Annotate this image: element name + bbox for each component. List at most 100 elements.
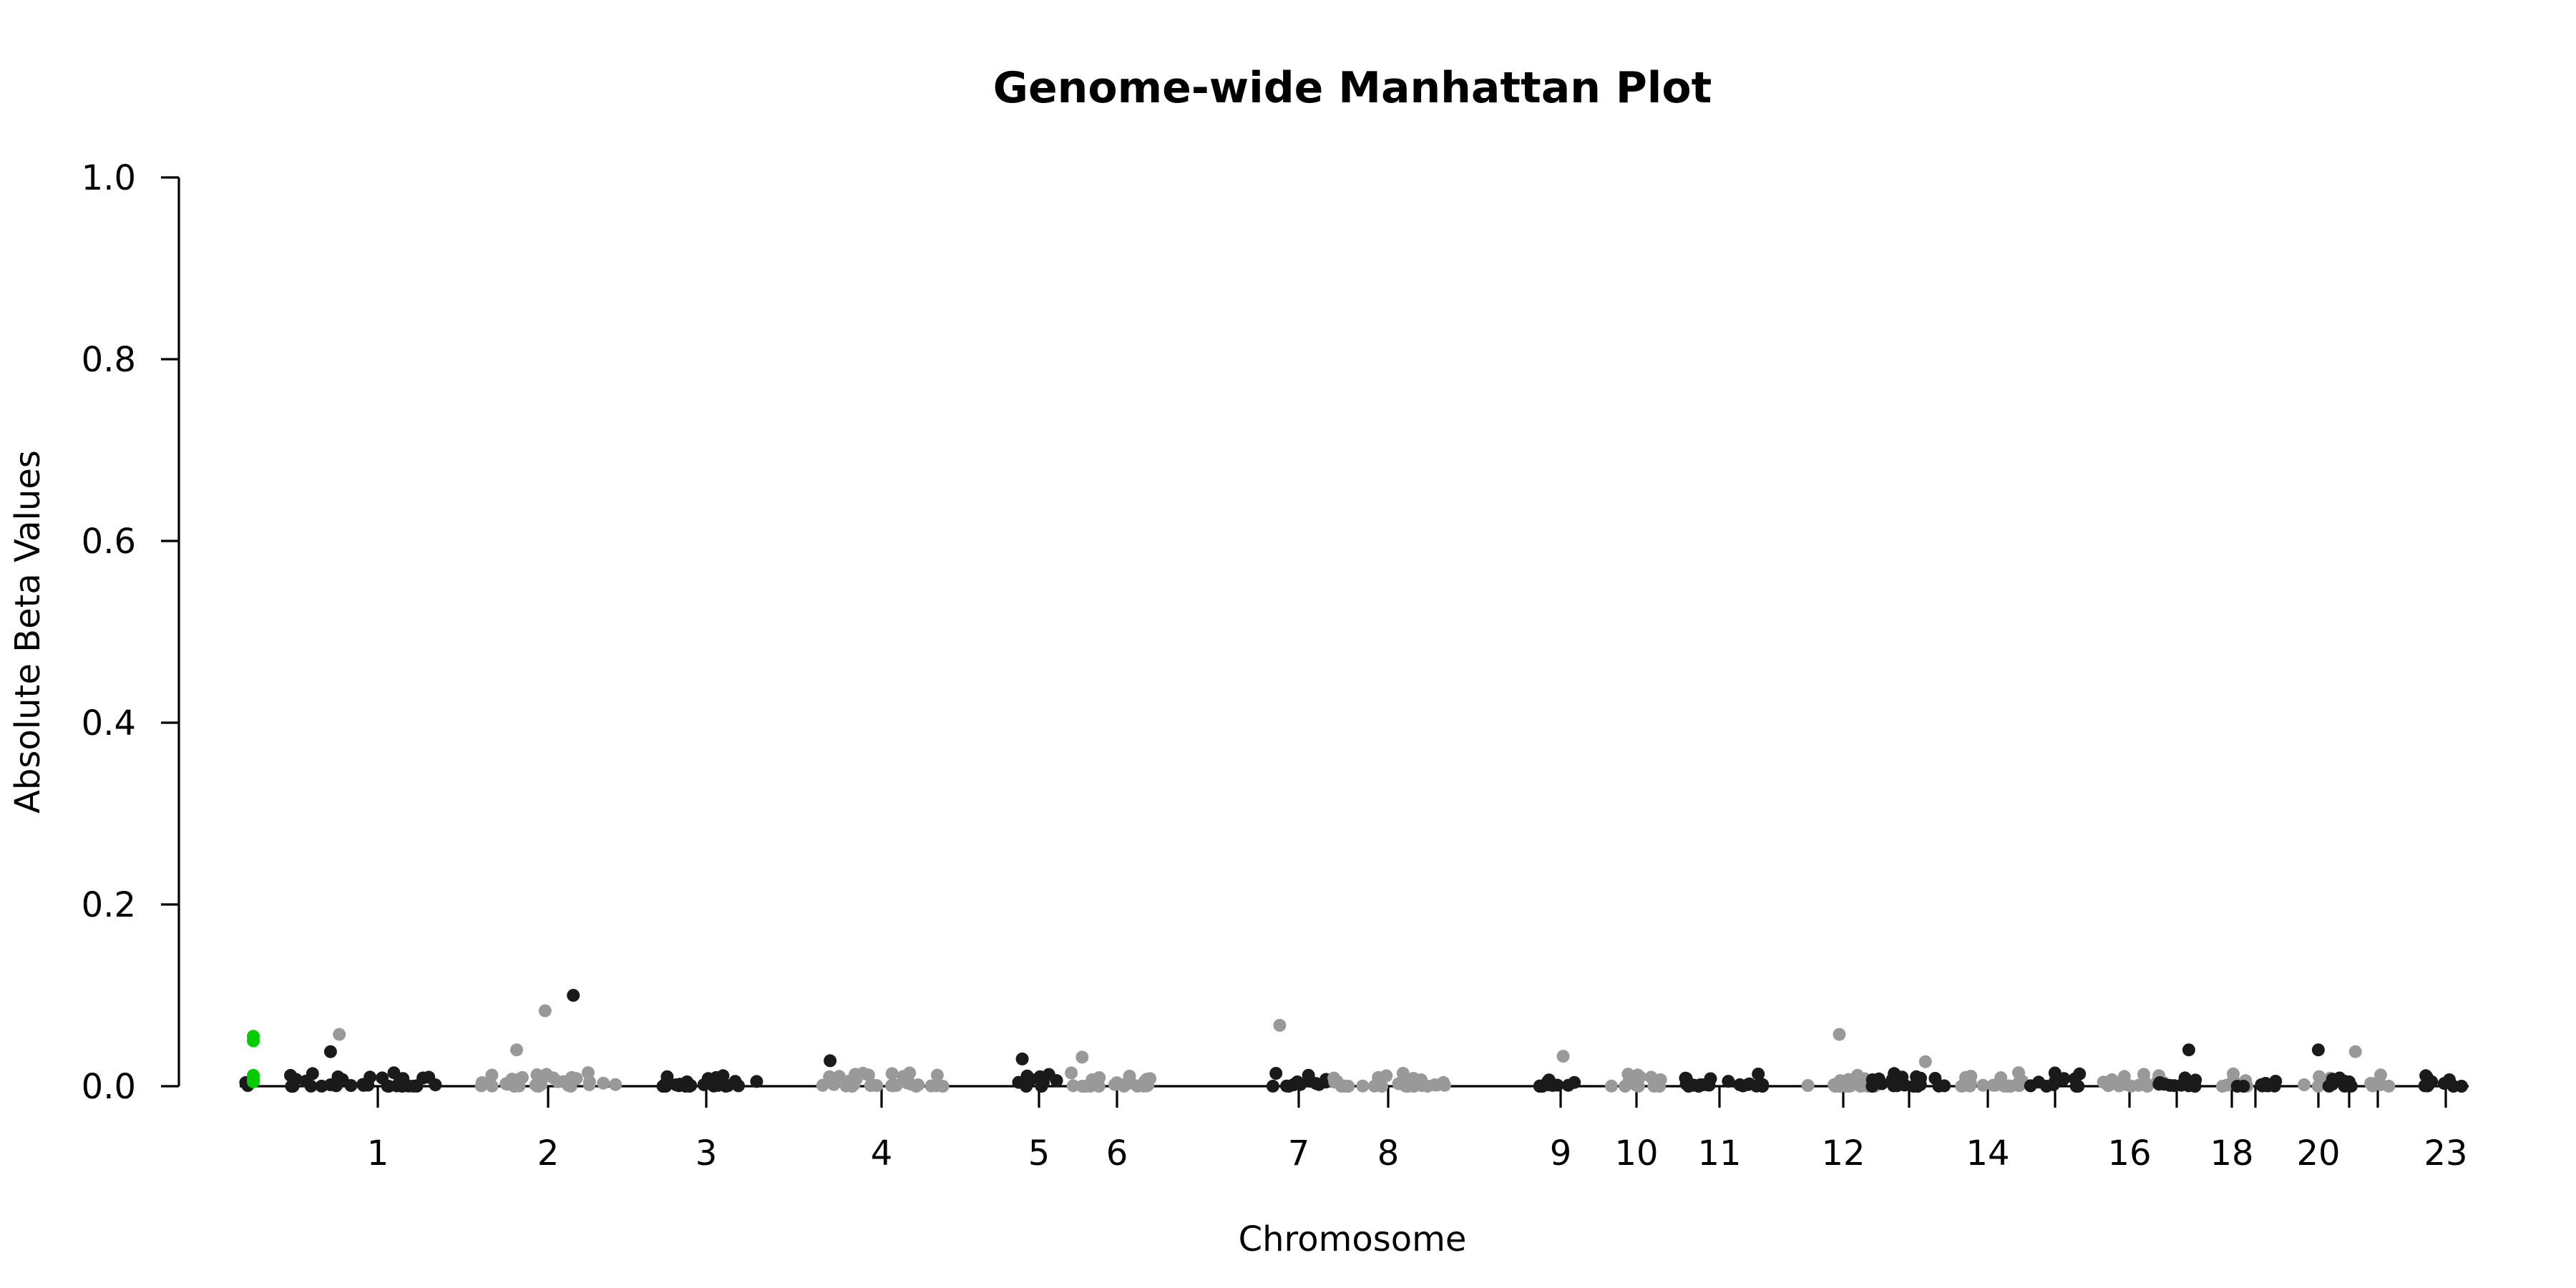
y-tick-label: 0.6 (82, 522, 136, 562)
x-tick-label: 7 (1288, 1133, 1310, 1174)
data-point (1928, 1072, 1942, 1085)
data-point (1033, 1070, 1047, 1083)
data-point (505, 1073, 519, 1086)
data-point (333, 1028, 346, 1041)
chart-title: Genome-wide Manhattan Plot (993, 63, 1712, 113)
y-tick-label: 0.8 (82, 340, 136, 380)
data-point (2057, 1073, 2070, 1086)
data-point (515, 1070, 529, 1084)
data-point (711, 1078, 725, 1092)
data-point (2182, 1079, 2195, 1093)
x-tick-label: 5 (1028, 1133, 1050, 1174)
data-point (2032, 1075, 2046, 1089)
x-tick-label: 8 (1377, 1133, 1400, 1174)
y-tick-label: 0.2 (82, 885, 136, 925)
data-point (864, 1079, 877, 1092)
data-point (1644, 1070, 1658, 1084)
x-axis-label: Chromosome (1239, 1219, 1467, 1259)
data-point (1918, 1055, 1932, 1068)
data-point (329, 1079, 343, 1093)
data-point (2322, 1079, 2336, 1093)
data-point (2348, 1045, 2362, 1058)
data-point (2311, 1080, 2325, 1093)
data-point (697, 1078, 711, 1091)
data-point (912, 1078, 925, 1092)
data-point (1914, 1071, 1927, 1085)
data-point (1294, 1078, 1307, 1091)
data-point (1634, 1070, 1646, 1084)
x-tick-label: 23 (2424, 1133, 2467, 1174)
x-tick-label: 3 (696, 1133, 718, 1174)
data-point (2227, 1067, 2240, 1080)
data-point (1963, 1079, 1976, 1093)
data-point (529, 1078, 542, 1092)
x-tick-label: 9 (1550, 1133, 1572, 1174)
data-point (474, 1079, 488, 1093)
data-point (924, 1079, 938, 1093)
data-point (1075, 1050, 1089, 1064)
data-point (1568, 1075, 1581, 1089)
data-point (669, 1078, 683, 1091)
data-point (323, 1045, 337, 1058)
data-point (597, 1076, 610, 1090)
data-point (1421, 1080, 1435, 1093)
data-point (1828, 1078, 1841, 1091)
data-point (2438, 1077, 2451, 1091)
data-point (2140, 1080, 2154, 1093)
data-point (889, 1078, 903, 1092)
data-point (2425, 1075, 2439, 1088)
data-point (1801, 1079, 1815, 1092)
data-point (1273, 1018, 1287, 1032)
data-point (1066, 1079, 1080, 1093)
data-point (1015, 1052, 1029, 1065)
data-point (1065, 1066, 1078, 1080)
data-point (485, 1068, 499, 1082)
y-tick-label: 1.0 (82, 158, 136, 198)
x-tick-label: 16 (2107, 1133, 2151, 1174)
data-point (395, 1079, 409, 1093)
data-point (1536, 1080, 1549, 1093)
y-tick-label: 0.0 (82, 1067, 136, 1107)
data-point (1400, 1080, 1413, 1093)
data-point (2073, 1067, 2087, 1080)
highlighted-point (247, 1034, 260, 1048)
data-point (1733, 1078, 1747, 1091)
data-point (581, 1066, 595, 1080)
data-point (344, 1079, 358, 1092)
x-tick-label: 6 (1106, 1133, 1128, 1174)
data-point (1282, 1080, 1296, 1093)
data-point (609, 1078, 623, 1091)
data-point (1266, 1079, 1279, 1093)
data-point (306, 1067, 319, 1080)
data-point (567, 989, 580, 1002)
data-point (1140, 1073, 1153, 1086)
data-point (538, 1004, 552, 1018)
data-point (683, 1080, 696, 1093)
data-point (2344, 1079, 2358, 1093)
data-point (1396, 1067, 1410, 1080)
data-point (2215, 1080, 2229, 1093)
data-point (1083, 1079, 1097, 1093)
y-axis-ticks: 0.0 0.2 0.4 0.6 0.8 1.0 (82, 158, 179, 1107)
data-point (897, 1070, 910, 1083)
data-point (1833, 1028, 1846, 1041)
data-point (1309, 1077, 1323, 1091)
data-point (2120, 1078, 2134, 1091)
data-point (382, 1080, 396, 1093)
data-point (832, 1070, 846, 1083)
data-point (862, 1068, 875, 1082)
data-point (824, 1054, 837, 1068)
data-point (429, 1078, 442, 1092)
data-point (485, 1079, 499, 1093)
data-point (816, 1078, 829, 1092)
data-point (2046, 1078, 2060, 1091)
data-point (1755, 1079, 1769, 1092)
x-tick-label: 1 (367, 1133, 389, 1174)
data-point (2072, 1080, 2085, 1093)
data-point (1722, 1075, 1735, 1088)
data-point (2182, 1043, 2195, 1057)
x-tick-label: 11 (1697, 1133, 1741, 1174)
data-point (2455, 1080, 2468, 1093)
x-tick-label: 2 (537, 1133, 560, 1174)
